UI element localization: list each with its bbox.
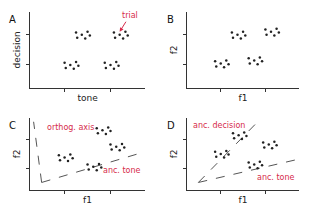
svg-text:B: B	[167, 14, 174, 25]
svg-text:f1: f1	[239, 195, 248, 205]
svg-text:f2: f2	[12, 149, 22, 158]
svg-text:A: A	[9, 14, 16, 25]
svg-text:f2: f2	[169, 45, 179, 54]
svg-text:anc. decision: anc. decision	[193, 121, 245, 130]
svg-text:anc. tone: anc. tone	[257, 173, 295, 182]
svg-text:f1: f1	[83, 195, 92, 205]
svg-text:trial: trial	[122, 11, 138, 20]
svg-text:f1: f1	[239, 93, 248, 103]
svg-text:f2: f2	[169, 149, 179, 158]
svg-text:anc. tone: anc. tone	[103, 166, 141, 175]
svg-text:tone: tone	[77, 93, 98, 103]
svg-text:C: C	[9, 120, 16, 131]
svg-text:orthog. axis: orthog. axis	[47, 123, 94, 132]
svg-text:D: D	[167, 120, 175, 131]
svg-text:decision: decision	[12, 31, 22, 68]
